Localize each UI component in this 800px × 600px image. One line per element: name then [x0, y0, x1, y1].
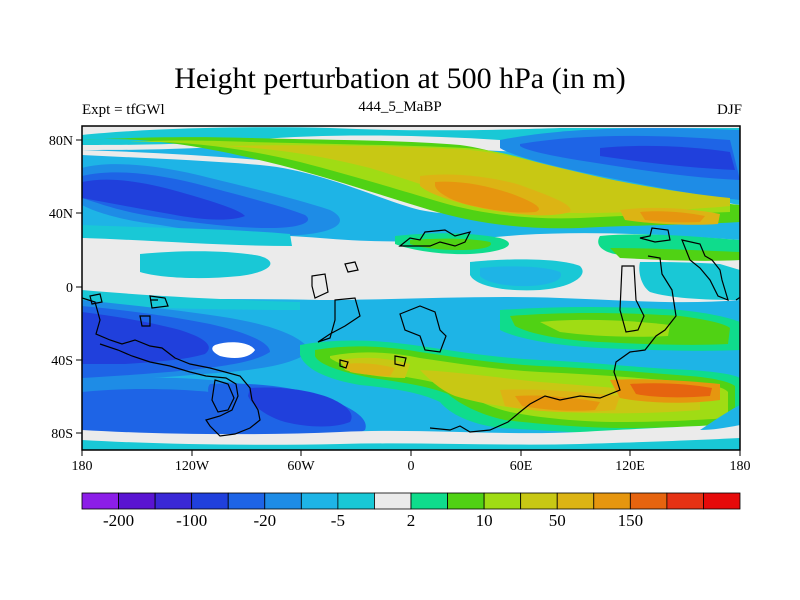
y-tick-label: 80N	[49, 134, 73, 149]
x-tick-label: 180	[72, 459, 93, 474]
experiment-label: Expt = tfGWl	[82, 102, 165, 118]
x-tick-label: 180	[730, 459, 751, 474]
colorbar-swatch	[447, 492, 485, 510]
colorbar-swatch	[118, 492, 156, 510]
colorbar-swatch	[81, 492, 119, 510]
contour-field	[82, 126, 740, 450]
colorbar-swatch	[703, 492, 741, 510]
colorbar-swatch	[191, 492, 229, 510]
colorbar-swatch	[154, 492, 193, 510]
colorbar-swatch	[264, 492, 302, 510]
colorbar-label: 150	[618, 511, 644, 530]
colorbar-label: -100	[176, 511, 207, 530]
axis-ticks	[76, 139, 741, 456]
case-label: 444_5_MaBP	[358, 99, 442, 115]
colorbar-swatch	[227, 492, 266, 510]
colorbar-swatch	[629, 492, 668, 510]
y-tick-label: 80S	[51, 427, 73, 442]
colorbar-label: -200	[103, 511, 134, 530]
colorbar-label: 50	[549, 511, 566, 530]
colorbar-swatch	[337, 492, 375, 510]
coastlines	[82, 227, 740, 437]
colorbar-swatch	[520, 492, 558, 510]
y-tick-label: 0	[66, 281, 73, 296]
x-tick-label: 120E	[615, 459, 645, 474]
colorbar-swatch	[593, 492, 631, 510]
colorbar-swatch	[556, 492, 595, 510]
y-tick-label: 40S	[51, 354, 73, 369]
colorbar-label: -5	[331, 511, 345, 530]
plot-title: Height perturbation at 500 hPa (in m)	[174, 62, 626, 95]
season-label: DJF	[716, 102, 742, 118]
colorbar-swatch	[410, 492, 448, 510]
colorbar-swatch	[374, 492, 412, 510]
x-tick-label: 0	[408, 459, 415, 474]
colorbar-label: -20	[253, 511, 276, 530]
colorbar-label: 10	[476, 511, 493, 530]
colorbar-swatch	[666, 492, 704, 510]
x-tick-label: 60W	[287, 459, 315, 474]
colorbar-swatch	[483, 492, 522, 510]
y-tick-label: 40N	[49, 207, 73, 222]
colorbar-label: 2	[407, 511, 416, 530]
colorbar-swatch	[300, 492, 339, 510]
colorbar: -200 -100 -20 -5 2 10 50 150	[81, 492, 741, 530]
x-tick-label: 60E	[510, 459, 533, 474]
x-tick-label: 120W	[175, 459, 210, 474]
